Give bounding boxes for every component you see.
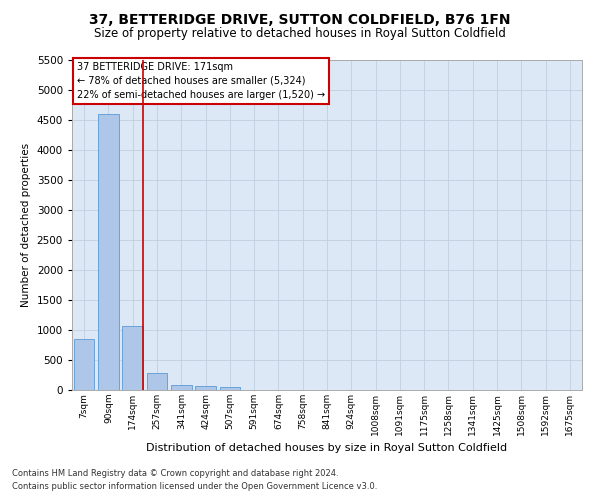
Bar — [122, 326, 143, 390]
Bar — [195, 386, 216, 390]
Y-axis label: Number of detached properties: Number of detached properties — [21, 143, 31, 307]
Text: 37 BETTERIDGE DRIVE: 171sqm
← 78% of detached houses are smaller (5,324)
22% of : 37 BETTERIDGE DRIVE: 171sqm ← 78% of det… — [77, 62, 325, 100]
Bar — [220, 387, 240, 390]
Bar — [74, 339, 94, 390]
Text: Size of property relative to detached houses in Royal Sutton Coldfield: Size of property relative to detached ho… — [94, 28, 506, 40]
Text: 37, BETTERIDGE DRIVE, SUTTON COLDFIELD, B76 1FN: 37, BETTERIDGE DRIVE, SUTTON COLDFIELD, … — [89, 12, 511, 26]
Bar — [171, 385, 191, 390]
Text: Contains HM Land Registry data © Crown copyright and database right 2024.: Contains HM Land Registry data © Crown c… — [12, 468, 338, 477]
Bar — [98, 114, 119, 390]
X-axis label: Distribution of detached houses by size in Royal Sutton Coldfield: Distribution of detached houses by size … — [146, 443, 508, 453]
Text: Contains public sector information licensed under the Open Government Licence v3: Contains public sector information licen… — [12, 482, 377, 491]
Bar — [146, 372, 167, 390]
